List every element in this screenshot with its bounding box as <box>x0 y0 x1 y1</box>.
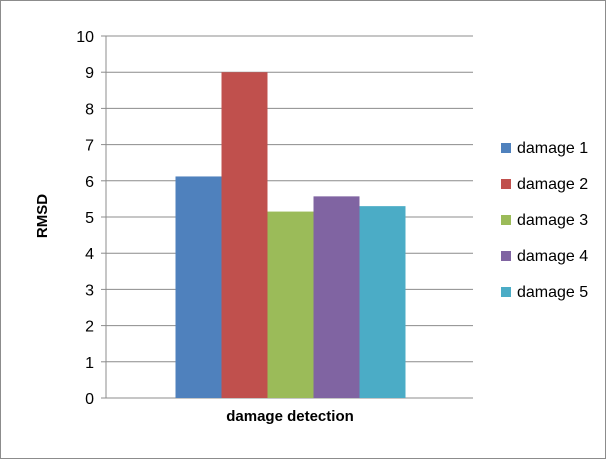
x-axis-title: damage detection <box>226 408 354 425</box>
bar-damage-2 <box>221 72 268 398</box>
y-tick-label: 10 <box>76 29 94 46</box>
legend-swatch <box>501 287 511 297</box>
legend-label: damage 3 <box>517 212 588 229</box>
y-tick-label: 2 <box>85 319 94 336</box>
legend-swatch <box>501 179 511 189</box>
legend: damage 1 damage 2 damage 3 damage 4 damage 5 <box>501 140 588 301</box>
bar-damage-4 <box>313 196 360 398</box>
bars <box>175 72 406 398</box>
bar-damage-1 <box>175 176 222 398</box>
legend-swatch <box>501 143 511 153</box>
y-axis-title: RMSD <box>34 194 51 238</box>
y-tick-label: 6 <box>85 174 94 191</box>
legend-label: damage 4 <box>517 248 588 265</box>
legend-label: damage 5 <box>517 284 588 301</box>
y-tick-label: 8 <box>85 101 94 118</box>
y-tick-label: 9 <box>85 65 94 82</box>
legend-label: damage 2 <box>517 176 588 193</box>
y-tick-label: 5 <box>85 210 94 227</box>
legend-swatch <box>501 251 511 261</box>
y-tick-label: 1 <box>85 355 94 372</box>
y-tick-label: 3 <box>85 282 94 299</box>
y-tick-label: 7 <box>85 138 94 155</box>
y-tick-label: 0 <box>85 391 94 408</box>
y-tick-labels: 0 1 2 3 4 5 6 7 8 9 10 <box>76 29 94 408</box>
bar-damage-3 <box>267 211 314 398</box>
legend-swatch <box>501 215 511 225</box>
bar-damage-5 <box>359 206 406 398</box>
legend-label: damage 1 <box>517 140 588 157</box>
y-tick-label: 4 <box>85 246 94 263</box>
